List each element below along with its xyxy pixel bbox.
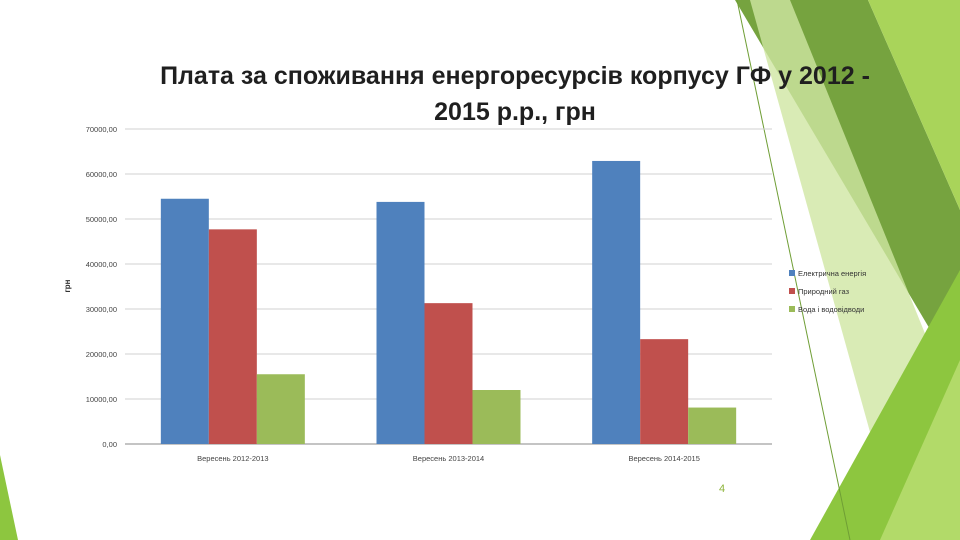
y-tick-label: 10000,00	[86, 395, 117, 404]
y-tick-label: 30000,00	[86, 305, 117, 314]
bar	[208, 229, 257, 444]
slide-number: 4	[718, 483, 726, 495]
bar	[592, 160, 641, 444]
left-green-strip	[0, 455, 18, 540]
y-tick-label: 50000,00	[86, 215, 117, 224]
x-tick-label: Вересень 2014-2015	[628, 454, 699, 463]
legend-label: Природний газ	[798, 287, 850, 296]
y-tick-label: 70000,00	[86, 125, 117, 134]
legend-swatch	[789, 306, 795, 312]
x-tick-label: Вересень 2012-2013	[197, 454, 268, 463]
y-tick-label: 60000,00	[86, 170, 117, 179]
legend-swatch	[789, 270, 795, 276]
chart-title: Плата за споживання енергоресурсів корпу…	[160, 62, 870, 126]
bar	[640, 339, 689, 444]
legend-label: Електрична енергія	[798, 269, 866, 278]
y-tick-label: 40000,00	[86, 260, 117, 269]
bar	[256, 374, 305, 444]
bar	[688, 407, 737, 444]
legend-swatch	[789, 288, 795, 294]
bar	[424, 303, 473, 444]
x-tick-label: Вересень 2013-2014	[413, 454, 484, 463]
legend-label: Вода і водовідводи	[798, 305, 864, 314]
bottom-right-highlight	[880, 360, 960, 540]
y-axis-title: грн	[63, 279, 72, 292]
y-tick-label: 20000,00	[86, 350, 117, 359]
y-tick-label: 0,00	[102, 440, 117, 449]
bar	[472, 390, 521, 444]
right-light-green-band	[868, 0, 960, 210]
bar	[160, 198, 209, 444]
bar	[376, 201, 425, 444]
